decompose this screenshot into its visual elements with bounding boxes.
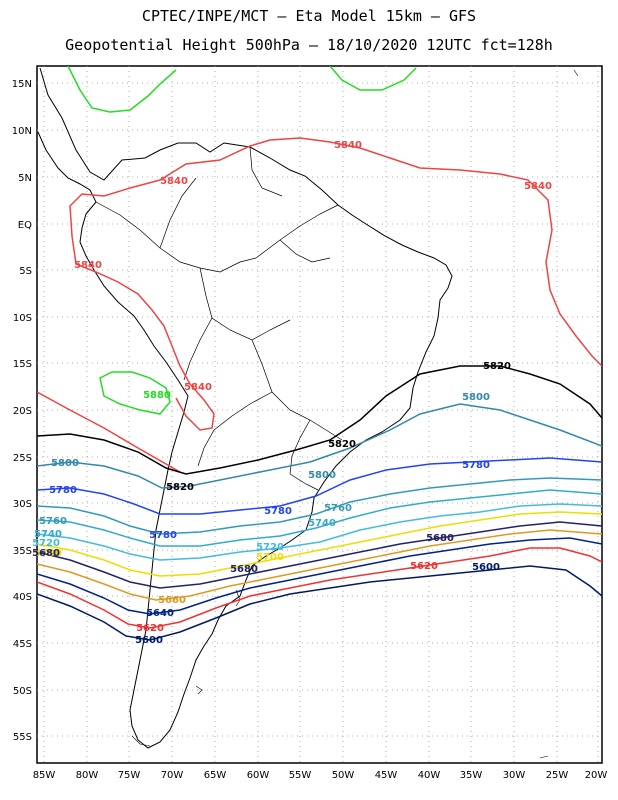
contour-label-5740: 5740 <box>34 529 62 540</box>
lat-label: 45S <box>13 639 32 650</box>
lat-label: 40S <box>13 592 32 603</box>
contour-5820 <box>37 365 602 475</box>
contour-label-5760: 5760 <box>39 516 67 527</box>
contour-label-5800: 5800 <box>462 392 490 403</box>
lon-label: 55W <box>289 770 312 781</box>
lon-label: 75W <box>118 770 141 781</box>
map-title-line1: CPTEC/INPE/MCT — Eta Model 15km — GFS <box>141 7 477 25</box>
lat-label: 5S <box>19 266 32 277</box>
contour-label-5680: 5680 <box>230 564 258 575</box>
lon-label: 35W <box>460 770 483 781</box>
lat-label: 10N <box>12 126 32 137</box>
lat-label: 10S <box>13 313 32 324</box>
contour-5720 <box>37 503 602 561</box>
contour-5800 <box>37 403 602 489</box>
latitude-labels: 15N 10N 5N EQ 5S 10S 15S 20S 25S 30S 35S… <box>12 79 32 743</box>
contour-label-5640: 5640 <box>146 608 174 619</box>
contour-label-5840: 5840 <box>74 260 102 271</box>
contour-label-5600: 5600 <box>135 635 163 646</box>
contour-label-5740: 5740 <box>308 518 336 529</box>
contour-5880-closed <box>99 371 171 415</box>
lon-label: 80W <box>76 770 99 781</box>
contour-labels: 5880 5840 5840 5840 5840 5840 5820 5820 … <box>32 140 552 646</box>
contour-label-5840: 5840 <box>184 382 212 393</box>
lat-label: EQ <box>18 220 32 231</box>
map-frame <box>36 65 603 764</box>
lon-label: 25W <box>546 770 569 781</box>
contour-5640 <box>37 537 602 615</box>
contour-label-5800: 5800 <box>51 458 79 469</box>
contour-label-5840: 5840 <box>334 140 362 151</box>
contour-label-5700: 5700 <box>256 552 284 563</box>
south-america-coastline <box>37 67 453 749</box>
contour-label-5800: 5800 <box>308 470 336 481</box>
lat-label: 25S <box>13 453 32 464</box>
lat-label: 15S <box>13 359 32 370</box>
contour-label-5700: 5700 <box>34 548 62 559</box>
contour-5740 <box>37 489 602 547</box>
contour-label-5620: 5620 <box>410 561 438 572</box>
contour-label-5820: 5820 <box>166 482 194 493</box>
lon-label: 60W <box>247 770 270 781</box>
contour-label-5680: 5680 <box>426 533 454 544</box>
lat-label: 50S <box>13 686 32 697</box>
contour-label-5660: 5660 <box>158 595 186 606</box>
longitude-labels: 85W 80W 75W 70W 65W 60W 55W 50W 45W 40W … <box>33 770 608 781</box>
contour-label-5600: 5600 <box>472 562 500 573</box>
contour-5780 <box>37 457 602 515</box>
lon-label: 70W <box>161 770 184 781</box>
contour-label-5760: 5760 <box>324 503 352 514</box>
contour-label-5780: 5780 <box>462 460 490 471</box>
lat-label: 20S <box>13 406 32 417</box>
lat-label: 15N <box>12 79 32 90</box>
country-borders <box>95 146 343 491</box>
map-title-line2: Geopotential Height 500hPa — 18/10/2020 … <box>65 36 553 54</box>
contour-label-5680: 5680 <box>32 548 60 559</box>
contour-label-5820: 5820 <box>483 361 511 372</box>
contour-5680 <box>37 521 602 589</box>
contour-5840-west <box>75 263 215 431</box>
contour-label-5780: 5780 <box>49 485 77 496</box>
graticule <box>37 66 602 763</box>
contour-label-5780: 5780 <box>264 506 292 517</box>
lon-label: 45W <box>375 770 398 781</box>
contour-label-5720: 5720 <box>32 538 60 549</box>
contour-5840 <box>69 137 602 367</box>
lon-label: 65W <box>204 770 227 781</box>
contour-label-5620: 5620 <box>136 623 164 634</box>
lon-label: 30W <box>503 770 526 781</box>
contour-label-5820: 5820 <box>328 439 356 450</box>
lat-label: 35S <box>13 546 32 557</box>
lat-label: 55S <box>13 732 32 743</box>
contour-label-5880: 5880 <box>143 390 171 401</box>
contour-label-5780: 5780 <box>149 530 177 541</box>
lon-label: 20W <box>585 770 608 781</box>
contour-5620 <box>37 547 602 629</box>
contour-5760 <box>37 477 602 535</box>
contour-5700 <box>37 511 602 577</box>
contour-5660 <box>37 529 602 601</box>
contour-label-5840: 5840 <box>524 181 552 192</box>
lat-label: 5N <box>18 173 32 184</box>
contour-label-5720: 5720 <box>256 542 284 553</box>
contour-5840-sw <box>37 391 181 473</box>
lat-label: 30S <box>13 499 32 510</box>
lon-label: 50W <box>332 770 355 781</box>
contour-5600 <box>37 565 602 641</box>
lon-label: 40W <box>418 770 441 781</box>
lon-label: 85W <box>33 770 56 781</box>
contour-5880-ne <box>329 66 417 91</box>
contour-5880-north <box>67 66 177 113</box>
height-contours <box>37 66 602 641</box>
contour-label-5840: 5840 <box>160 176 188 187</box>
